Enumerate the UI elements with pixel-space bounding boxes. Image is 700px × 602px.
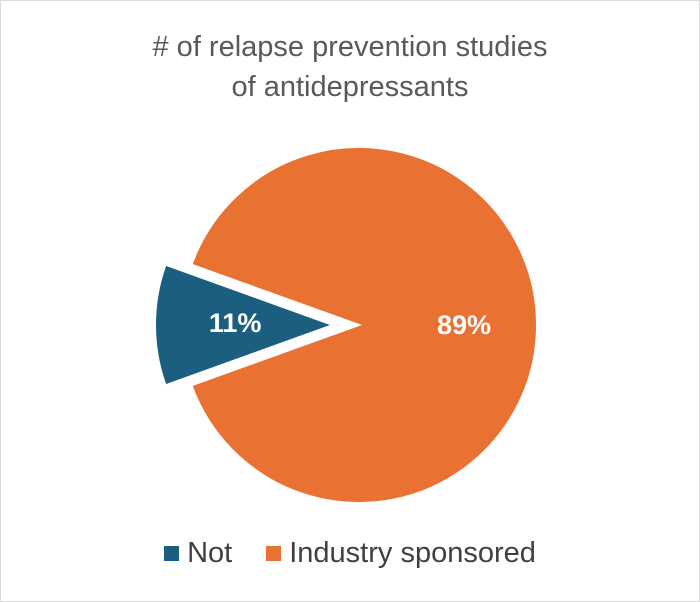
chart-title-line-2: of antidepressants — [231, 71, 469, 103]
legend-label-industry-sponsored: Industry sponsored — [289, 537, 536, 569]
legend-label-not: Not — [187, 537, 233, 569]
pie-slice-industry-sponsored — [190, 146, 538, 504]
legend-swatch-not — [164, 546, 180, 561]
chart-title: # of relapse prevention studies of antid… — [1, 27, 699, 107]
legend-item-industry-sponsored: Industry sponsored — [266, 537, 536, 570]
legend: Not Industry sponsored — [1, 537, 699, 570]
data-label-not: 11% — [209, 308, 262, 338]
legend-item-not: Not — [164, 537, 232, 570]
pie-slice-not — [154, 263, 336, 387]
chart-title-line-1: # of relapse prevention studies — [152, 31, 548, 63]
legend-swatch-industry-sponsored — [266, 546, 282, 561]
data-label-industry-sponsored: 89% — [437, 310, 491, 340]
